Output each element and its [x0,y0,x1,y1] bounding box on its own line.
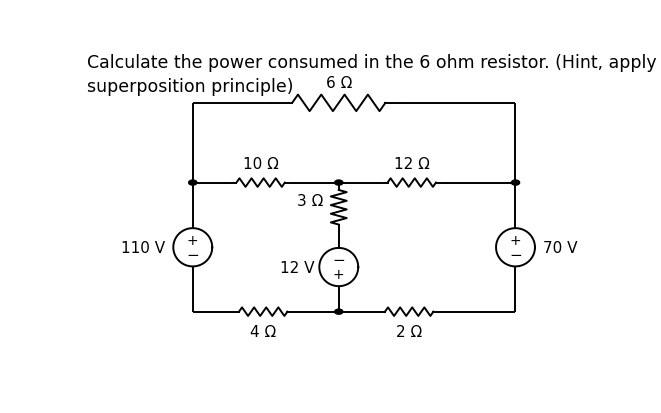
Text: −: − [509,247,522,262]
Text: 70 V: 70 V [543,240,577,255]
Circle shape [188,180,197,186]
Text: 12 V: 12 V [280,260,314,275]
Text: +: + [333,268,344,282]
Text: superposition principle): superposition principle) [87,78,293,96]
Text: 3 Ω: 3 Ω [297,194,323,209]
Circle shape [334,309,343,314]
Text: 110 V: 110 V [122,240,166,255]
Text: +: + [187,233,198,247]
Text: 12 Ω: 12 Ω [394,157,430,172]
Text: 10 Ω: 10 Ω [243,157,278,172]
Text: Calculate the power consumed in the 6 ohm resistor. (Hint, apply: Calculate the power consumed in the 6 oh… [87,55,656,72]
Text: +: + [510,233,522,247]
Text: −: − [332,253,345,268]
Circle shape [334,180,343,186]
Text: −: − [186,247,199,262]
Circle shape [512,180,520,186]
Text: 6 Ω: 6 Ω [326,76,352,91]
Text: 2 Ω: 2 Ω [396,325,422,339]
Text: 4 Ω: 4 Ω [250,325,276,339]
